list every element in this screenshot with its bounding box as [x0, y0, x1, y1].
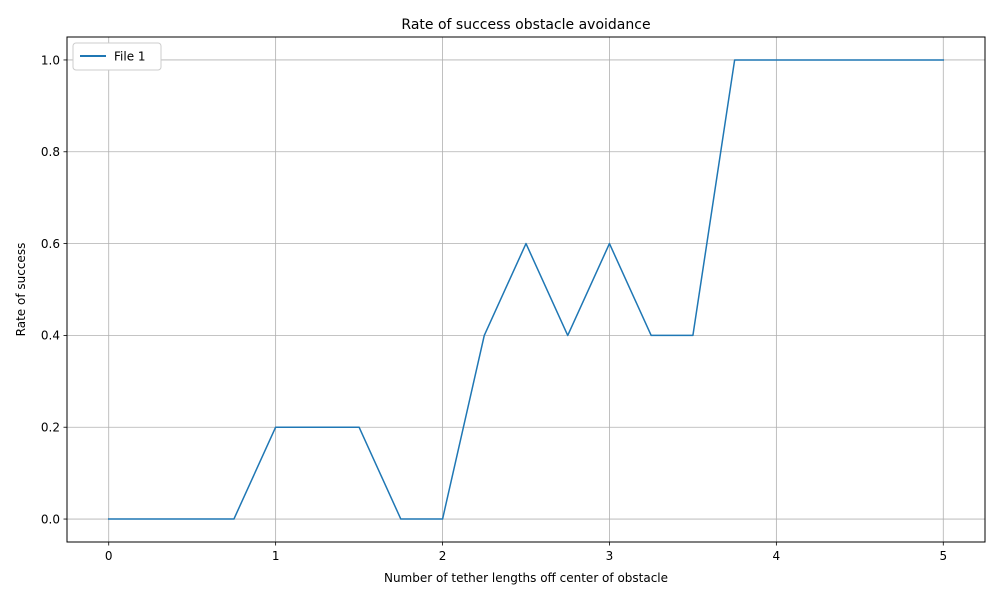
chart-title: Rate of success obstacle avoidance [401, 17, 650, 33]
plot-area-frame [66, 36, 986, 543]
y-tick-label: 0.4 [41, 329, 60, 343]
y-tick-label: 0.0 [41, 512, 60, 526]
legend: File 1 [72, 42, 162, 71]
x-axis-label: Number of tether lengths off center of o… [384, 571, 668, 585]
y-axis-label: Rate of success [14, 243, 28, 337]
y-tick-label: 1.0 [41, 53, 60, 67]
legend-label-file-1: File 1 [114, 50, 146, 64]
x-tick-label: 2 [439, 549, 447, 563]
x-tick-label: 1 [272, 549, 280, 563]
y-tick-label: 0.2 [41, 421, 60, 435]
series-layer [107, 59, 945, 520]
x-tick-label: 5 [939, 549, 947, 563]
y-axis-ticks: 0.0 0.2 0.4 0.6 0.8 1.0 [41, 53, 67, 526]
x-axis-ticks: 0 1 2 3 4 5 [105, 542, 947, 563]
x-tick-label: 4 [773, 549, 781, 563]
series-line-1 [107, 59, 945, 520]
y-tick-label: 0.8 [41, 145, 60, 159]
y-tick-label: 0.6 [41, 237, 60, 251]
x-tick-label: 3 [606, 549, 614, 563]
x-tick-label: 0 [105, 549, 113, 563]
legend-box [72, 42, 162, 71]
